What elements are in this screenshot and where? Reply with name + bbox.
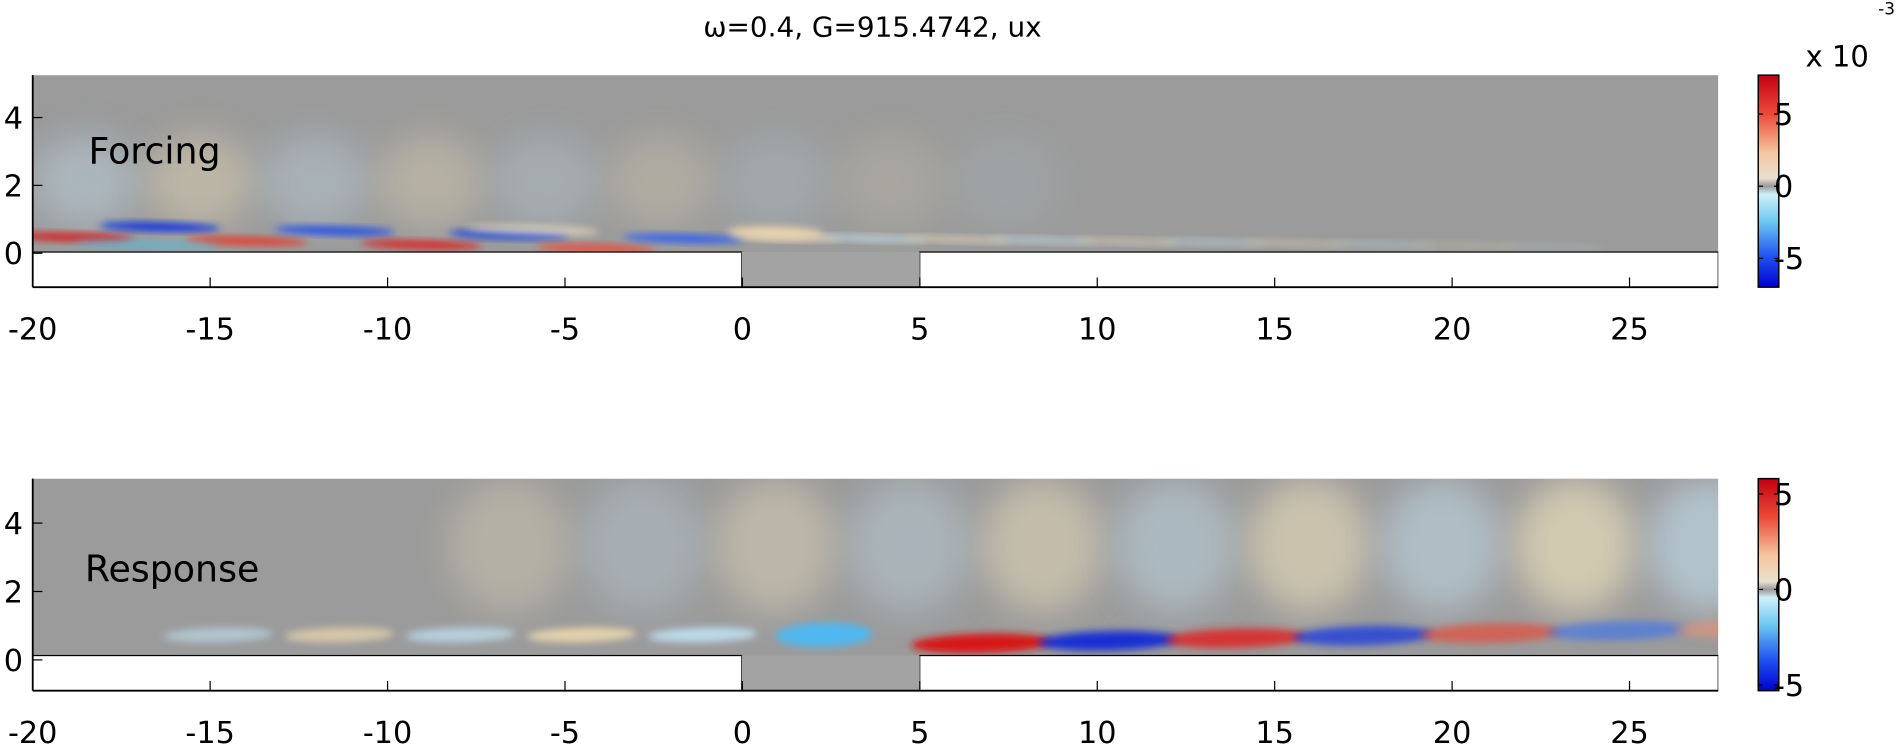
field-streak: [163, 627, 273, 643]
x-tick-label: -10: [363, 716, 412, 744]
field-lobe: [1248, 478, 1370, 612]
colorbar: [1757, 477, 1780, 692]
wall: [919, 251, 1719, 288]
cavity: [741, 655, 920, 691]
field-streak: [527, 627, 637, 643]
x-tick-label: 25: [1610, 312, 1649, 347]
field-streak: [361, 240, 483, 250]
field-lobe: [848, 478, 970, 612]
field-streak: [32, 232, 134, 242]
x-tick-label: 15: [1255, 312, 1294, 347]
field-streak: [727, 226, 824, 239]
field-streak: [1674, 618, 1719, 639]
x-tick-label: 15: [1255, 716, 1294, 744]
field-lobe: [607, 135, 714, 228]
colorbar-exponent: -3: [1878, 0, 1895, 19]
field-lobe: [952, 135, 1060, 228]
x-tick-label: 0: [733, 312, 752, 347]
field-streak: [72, 240, 219, 249]
field-lobe: [261, 135, 369, 228]
field-streak: [284, 627, 394, 643]
field-streak: [99, 222, 221, 232]
field-streak: [1496, 242, 1606, 250]
wall: [919, 654, 1719, 691]
x-tick-label: 10: [1078, 312, 1117, 347]
field-lobe: [1381, 478, 1503, 612]
x-tick-label: -5: [550, 716, 580, 744]
x-tick-label: 5: [910, 312, 929, 347]
x-tick-label: 0: [733, 716, 752, 744]
x-tick-label: -20: [8, 312, 57, 347]
x-tick-label: -20: [8, 716, 57, 744]
field-streak: [775, 622, 873, 648]
field-streak: [273, 226, 396, 236]
field-lobe: [448, 478, 570, 612]
plot-area: [32, 75, 1719, 288]
y-tick-label: 2: [4, 575, 23, 610]
x-tick-label: 5: [910, 716, 929, 744]
annotation: Forcing: [88, 130, 220, 173]
field-streak: [902, 236, 1012, 243]
field-lobe: [1514, 478, 1636, 612]
colorbar-tick-label: 5: [1774, 478, 1793, 513]
plot-area: [32, 478, 1719, 691]
colorbar-tick-label: 0: [1774, 573, 1793, 608]
x-tick-label: -5: [550, 312, 580, 347]
y-tick-label: 2: [4, 169, 23, 204]
field-streak: [1165, 628, 1307, 649]
field-streak: [405, 627, 515, 643]
x-tick-label: 20: [1433, 716, 1472, 744]
colorbar: [1757, 74, 1780, 288]
field-lobe: [32, 135, 139, 228]
x-tick-label: 20: [1433, 312, 1472, 347]
annotation: Response: [85, 548, 260, 591]
colorbar-tick-label: 0: [1774, 170, 1793, 205]
y-tick-label: 4: [4, 507, 23, 542]
field-streak: [1326, 240, 1436, 248]
field-lobe: [1114, 478, 1236, 612]
field-lobe: [581, 478, 703, 612]
field-streak: [1411, 241, 1521, 249]
colorbar-tick-label: -5: [1774, 669, 1804, 704]
y-tick-label: 0: [4, 237, 23, 272]
field-lobe: [722, 135, 829, 228]
colorbar-scale-label: x 10: [1805, 40, 1868, 74]
field-streak: [1157, 238, 1267, 246]
field-lobe: [146, 135, 254, 228]
field-lobe: [981, 478, 1103, 612]
field-lobe: [491, 135, 599, 228]
cavity: [741, 252, 920, 288]
field-streak: [622, 233, 744, 244]
title: ω=0.4, G=915.4742, ux: [703, 10, 1041, 43]
field-streak: [987, 237, 1097, 244]
x-tick-label: -15: [185, 312, 234, 347]
y-tick-label: 0: [4, 644, 23, 679]
y-tick-label: 4: [4, 101, 23, 136]
field-streak: [1547, 620, 1688, 641]
field-lobe: [714, 478, 837, 612]
field-lobe: [837, 135, 944, 228]
field-streak: [1072, 238, 1182, 245]
field-lobe: [376, 135, 484, 228]
field-streak: [817, 235, 927, 242]
field-lobe: [1647, 478, 1719, 612]
colorbar-tick-label: -5: [1774, 242, 1804, 277]
x-tick-label: 25: [1610, 716, 1649, 744]
field-streak: [648, 627, 758, 643]
field-streak: [535, 244, 657, 254]
field-streak: [1420, 623, 1561, 644]
field-streak: [911, 633, 1052, 654]
field-streak: [466, 225, 600, 236]
x-tick-label: -15: [185, 716, 234, 744]
field-streak: [1038, 631, 1179, 651]
field-streak: [1292, 625, 1434, 646]
x-tick-label: -10: [363, 312, 412, 347]
colorbar-tick-label: 5: [1774, 98, 1793, 133]
field-streak: [1242, 239, 1352, 247]
x-tick-label: 10: [1078, 716, 1117, 744]
field-streak: [186, 236, 308, 246]
